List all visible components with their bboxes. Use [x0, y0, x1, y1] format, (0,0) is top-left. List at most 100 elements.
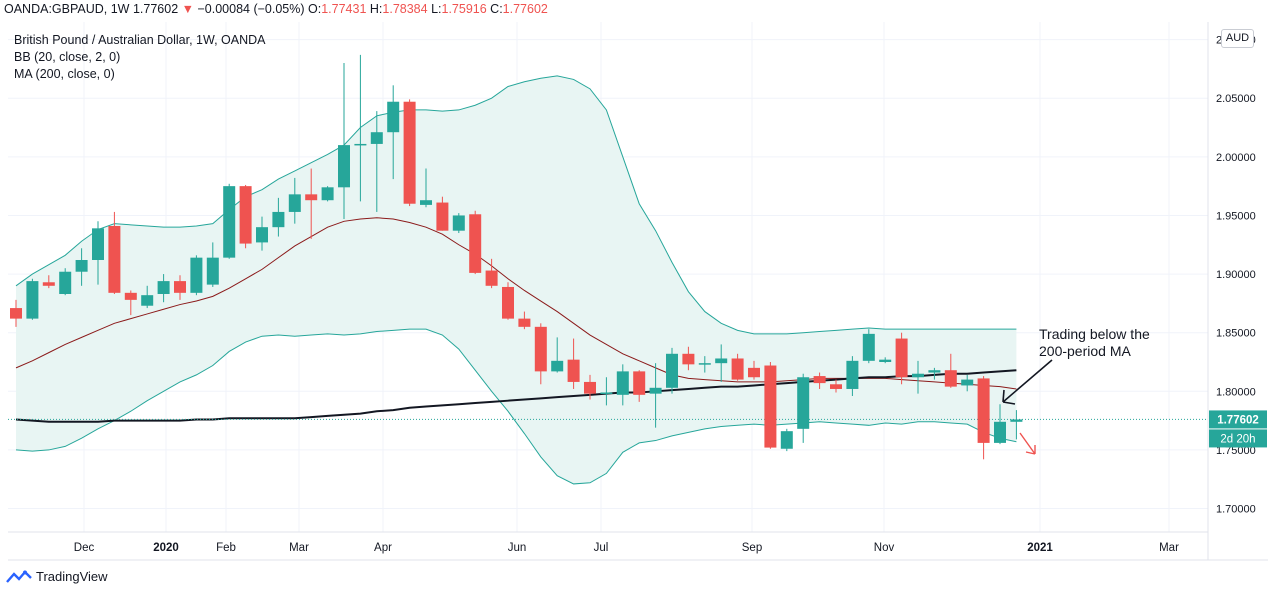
y-tick-label: 1.70000 — [1216, 504, 1256, 516]
open-value: 1.77431 — [321, 2, 367, 16]
x-tick-label: Jun — [508, 542, 527, 554]
candle-up — [616, 371, 629, 395]
candle-down — [633, 371, 646, 395]
annotation-arrow — [1002, 359, 1053, 403]
x-tick-label: Jul — [594, 542, 609, 554]
candle-down — [305, 194, 318, 201]
candle-up — [928, 370, 941, 373]
candle-up — [551, 360, 564, 372]
x-tick-label: Mar — [289, 542, 309, 554]
candle-up — [600, 392, 613, 394]
candle-down — [403, 101, 416, 204]
x-tick-label: Apr — [374, 542, 392, 554]
candle-down — [469, 214, 482, 273]
candle-up — [912, 373, 924, 378]
candle-up — [75, 260, 88, 272]
x-tick-label: Nov — [874, 542, 895, 554]
candle-down — [977, 378, 990, 443]
candle-down — [502, 286, 514, 319]
x-tick-label: 2020 — [153, 542, 179, 554]
candle-up — [256, 227, 268, 243]
candle-up — [452, 215, 465, 231]
price-tag — [1209, 410, 1267, 429]
y-tick-label: 1.95000 — [1216, 210, 1256, 222]
close-value: 1.77602 — [502, 2, 548, 16]
candle-up — [321, 187, 334, 201]
candle-up — [715, 358, 728, 364]
x-tick-label: Sep — [742, 542, 762, 554]
candle-up — [1010, 419, 1023, 422]
annotation-text: Trading below the 200-period MA — [1039, 326, 1150, 360]
candle-up — [223, 186, 236, 258]
legend-bb[interactable]: BB (20, close, 2, 0) — [14, 50, 121, 64]
candle-down — [764, 365, 777, 448]
tradingview-icon — [6, 569, 32, 583]
candle-up — [961, 379, 974, 386]
candle-up — [338, 145, 350, 188]
candle-down — [813, 376, 826, 384]
annotation-line-2: 200-period MA — [1039, 343, 1131, 359]
candle-down — [436, 202, 449, 231]
candle-down — [748, 367, 760, 378]
x-tick-label: Feb — [216, 542, 236, 554]
y-tick-label: 2.00000 — [1216, 152, 1256, 164]
candle-up — [272, 211, 285, 228]
annotation-line-1: Trading below the — [1039, 326, 1150, 342]
high-label: H: — [369, 2, 383, 16]
countdown-value: 2d 20h — [1220, 433, 1255, 445]
candle-down — [731, 358, 744, 380]
symbol-name[interactable]: OANDA:GBPAUD, 1W — [4, 2, 130, 16]
candle-down — [10, 308, 22, 319]
candle-up — [797, 377, 810, 429]
candle-down — [584, 381, 596, 394]
candle-down — [108, 226, 121, 293]
candle-down — [124, 292, 137, 300]
candle-down — [518, 318, 531, 327]
y-tick-label: 1.85000 — [1216, 328, 1256, 340]
x-tick-label: 2021 — [1027, 542, 1053, 554]
bb-lower-line — [15, 328, 1017, 485]
candle-up — [26, 281, 39, 319]
candle-up — [994, 421, 1006, 443]
candle-up — [420, 200, 432, 205]
candle-up — [157, 281, 170, 294]
symbol-header: OANDA:GBPAUD, 1W 1.77602 ▼ −0.00084 (−0.… — [0, 0, 1274, 20]
candle-up — [387, 101, 400, 133]
candle-up — [190, 257, 203, 293]
legend-ma[interactable]: MA (200, close, 0) — [14, 67, 115, 81]
candle-up — [698, 363, 711, 365]
candle-up — [879, 359, 892, 362]
tradingview-logo[interactable]: TradingView — [6, 569, 108, 584]
brand-label: TradingView — [36, 569, 108, 584]
candle-up — [370, 132, 383, 144]
candle-up — [666, 353, 678, 388]
open-label: O: — [308, 2, 322, 16]
currency-button[interactable]: AUD — [1221, 29, 1254, 48]
candle-up — [141, 295, 154, 306]
candle-down — [944, 370, 957, 387]
close-label: C: — [490, 2, 503, 16]
y-tick-label: 2.05000 — [1216, 93, 1256, 105]
candle-up — [846, 360, 859, 389]
chart-legend: British Pound / Australian Dollar, 1W, O… — [14, 32, 266, 83]
red-down-arrow — [1019, 432, 1036, 455]
countdown-tag — [1209, 429, 1267, 448]
candle-down — [174, 281, 186, 293]
candle-up — [862, 333, 875, 361]
x-tick-label: Dec — [74, 542, 95, 554]
candle-down — [534, 326, 547, 372]
bb-upper-line — [15, 75, 1017, 335]
last-price: 1.77602 — [132, 2, 179, 16]
candle-down — [682, 353, 695, 365]
candle-down — [42, 282, 55, 286]
x-tick-label: Mar — [1159, 542, 1179, 554]
down-arrow-icon: ▼ — [181, 2, 195, 16]
candle-up — [649, 387, 662, 394]
candle-down — [485, 270, 498, 286]
candle-up — [780, 431, 793, 449]
candle-down — [239, 186, 252, 244]
candle-up — [288, 194, 301, 212]
legend-title[interactable]: British Pound / Australian Dollar, 1W, O… — [14, 33, 266, 47]
high-value: 1.78384 — [382, 2, 428, 16]
